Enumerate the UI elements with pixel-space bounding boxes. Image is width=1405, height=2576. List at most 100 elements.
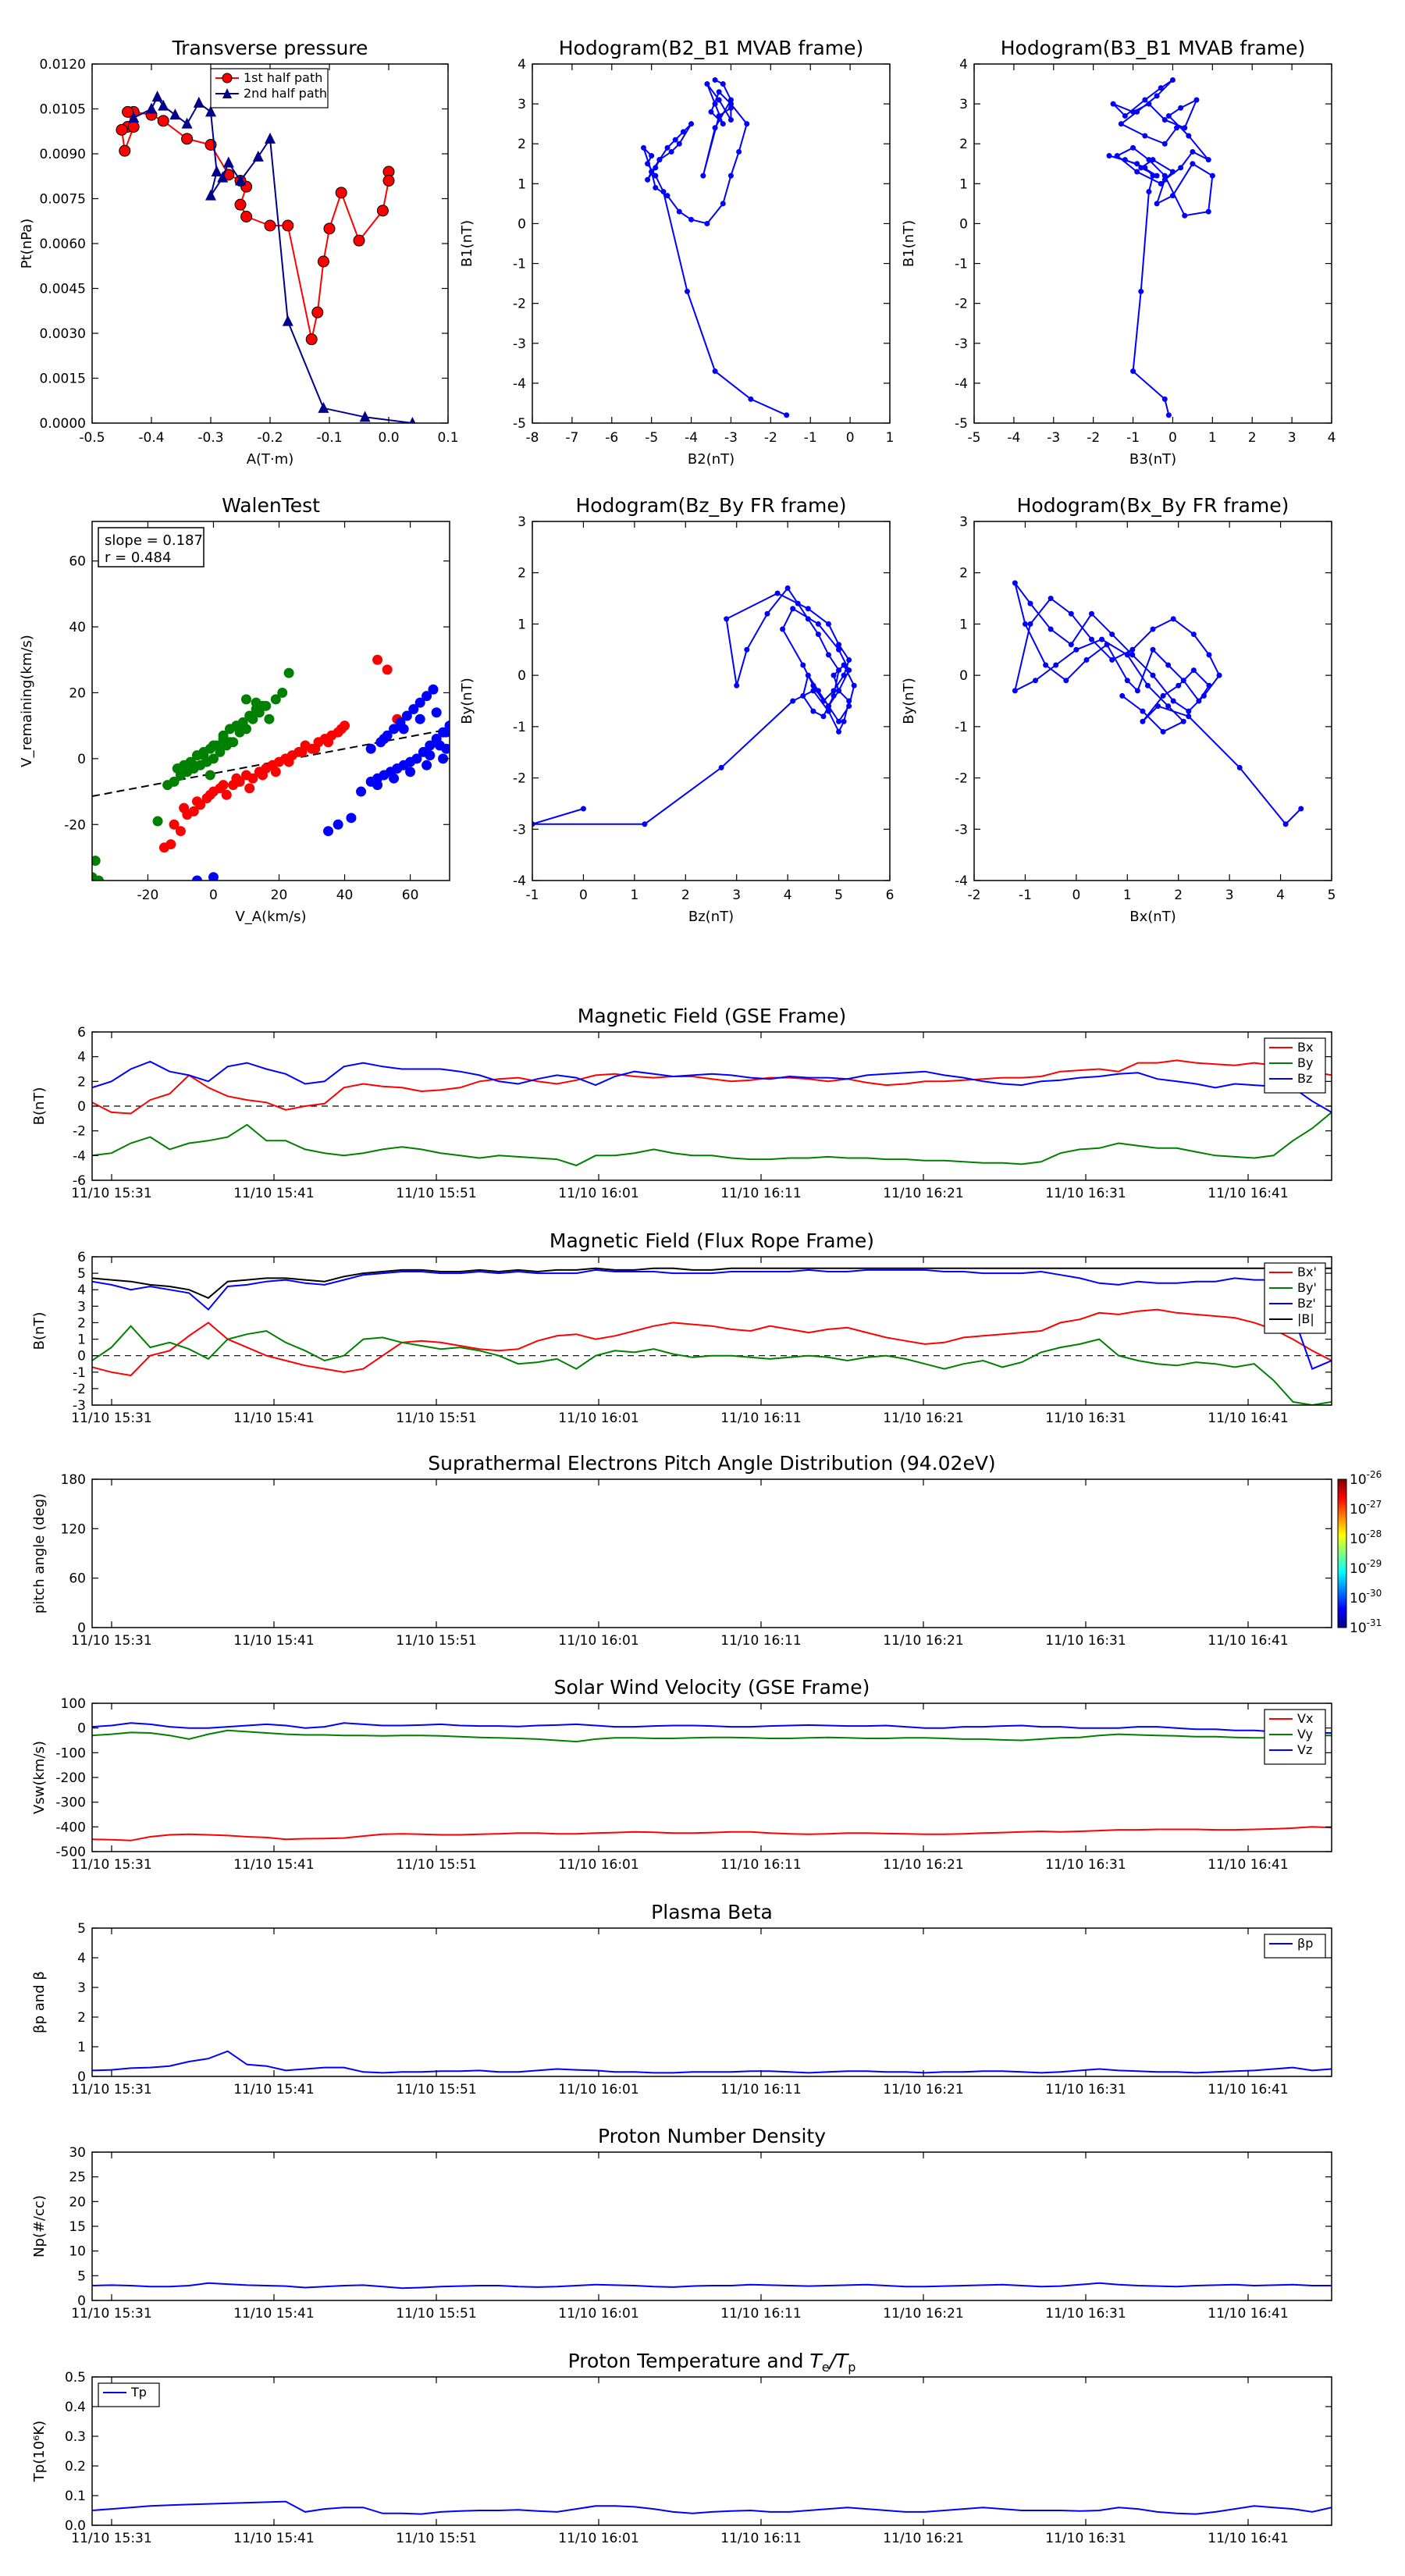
x-tick-label: -1 — [1019, 888, 1032, 903]
colorbar-tick-base: 10 — [1350, 1472, 1367, 1488]
colorbar — [1337, 1478, 1347, 1628]
point-marker — [205, 189, 216, 201]
point-marker — [1165, 703, 1172, 710]
scatter-point — [191, 875, 202, 881]
scatter-point — [93, 875, 104, 881]
series-line — [133, 95, 413, 423]
x-tick-label: 11/10 16:01 — [558, 1633, 638, 1649]
point-marker — [805, 672, 811, 678]
point-marker — [222, 156, 234, 168]
chart-title: Hodogram(Bx_By FR frame) — [1017, 494, 1289, 517]
point-marker — [841, 662, 847, 668]
y-axis-label: Pt(nPa) — [19, 219, 35, 269]
series-line — [92, 1325, 1332, 1405]
scatter-point — [221, 789, 232, 800]
point-marker — [704, 220, 710, 226]
chart-title: WalenTest — [222, 494, 320, 517]
point-marker — [664, 193, 670, 199]
y-tick-label: 3 — [959, 97, 968, 112]
point-marker — [1114, 153, 1120, 159]
legend-label: Bz' — [1297, 1296, 1316, 1311]
series-Vx — [92, 1826, 1332, 1841]
colorbar-tick-base: 10 — [1350, 1561, 1367, 1577]
y-tick-label: 5 — [77, 2268, 86, 2284]
point-marker — [653, 184, 659, 190]
y-tick-label: 0.0120 — [40, 57, 86, 73]
point-marker — [1182, 125, 1188, 131]
point-marker — [1165, 412, 1172, 418]
legend-box — [1264, 1037, 1326, 1094]
point-marker — [1193, 97, 1200, 103]
point-marker — [1073, 646, 1080, 653]
y-tick-label: 0 — [959, 668, 968, 684]
scatter-point — [165, 839, 176, 850]
scatter-point — [218, 780, 229, 791]
point-marker — [1063, 678, 1069, 684]
series-Bz' — [92, 1268, 1332, 1370]
point-marker — [1109, 632, 1115, 638]
chart-title: Proton Number Density — [598, 2125, 826, 2147]
x-tick-label: 5 — [1328, 888, 1336, 903]
point-marker — [810, 682, 816, 688]
series-0 — [1106, 76, 1215, 418]
scatter-point — [333, 819, 343, 830]
y-tick-label: 3 — [959, 514, 968, 530]
legend-box — [1264, 1934, 1326, 1959]
x-tick-label: -4 — [685, 430, 698, 446]
point-marker — [311, 306, 324, 318]
point-marker — [1206, 652, 1212, 658]
point-marker — [128, 112, 140, 123]
point-marker — [640, 144, 646, 151]
point-marker — [712, 368, 718, 375]
scatter-point — [257, 770, 268, 781]
point-marker — [815, 688, 821, 694]
series-Vy — [92, 1729, 1332, 1743]
scatter-point — [218, 730, 229, 741]
scatter-point — [422, 760, 432, 770]
y-tick-label: 3 — [77, 1299, 86, 1315]
point-marker — [1012, 580, 1018, 586]
series-2nd half path — [128, 91, 416, 423]
annotation-box — [98, 527, 205, 568]
y-tick-label: 1 — [77, 2040, 86, 2055]
series-line — [120, 111, 389, 340]
y-tick-label: 100 — [61, 1696, 86, 1712]
point-marker — [1150, 646, 1156, 653]
point-marker — [653, 173, 659, 179]
x-axis-label: B2(nT) — [688, 451, 735, 468]
point-marker — [1154, 173, 1160, 179]
x-tick-label: -3 — [1047, 430, 1060, 446]
y-tick-label: 4 — [959, 57, 968, 73]
y-axis-label: Np(#/cc) — [31, 2195, 48, 2258]
y-tick-label: -2 — [955, 297, 968, 312]
point-marker — [1154, 93, 1160, 99]
y-tick-label: -2 — [955, 771, 968, 787]
y-tick-label: -200 — [55, 1770, 86, 1786]
legend-box — [1264, 1709, 1326, 1765]
point-marker — [305, 333, 318, 346]
axes-frame — [91, 63, 449, 424]
point-marker — [668, 148, 674, 155]
x-tick-label: 11/10 16:11 — [720, 2531, 801, 2546]
x-tick-label: 11/10 15:51 — [396, 2082, 476, 2097]
point-marker — [409, 417, 416, 423]
x-axis-label: B3(nT) — [1129, 451, 1176, 468]
colorbar-tick-base: 10 — [1350, 1502, 1367, 1517]
x-tick-label: -0.1 — [316, 430, 342, 446]
scatter-point — [428, 684, 439, 695]
legend-label: |B| — [1297, 1311, 1314, 1326]
y-tick-label: 0.3 — [65, 2429, 86, 2445]
y-axis-label: pitch angle (deg) — [31, 1493, 48, 1614]
scatter-point — [372, 654, 383, 665]
title-math-te: T — [809, 2350, 823, 2372]
point-marker — [1180, 718, 1186, 724]
x-tick-label: -5 — [968, 430, 981, 446]
x-tick-label: 11/10 16:31 — [1045, 2082, 1126, 2097]
point-marker — [716, 97, 722, 103]
point-marker — [846, 667, 852, 674]
series-0 — [640, 76, 790, 418]
point-marker — [851, 682, 857, 688]
colorbar-tick-label: 10-28 — [1350, 1528, 1382, 1547]
x-tick-label: 5 — [834, 888, 843, 903]
